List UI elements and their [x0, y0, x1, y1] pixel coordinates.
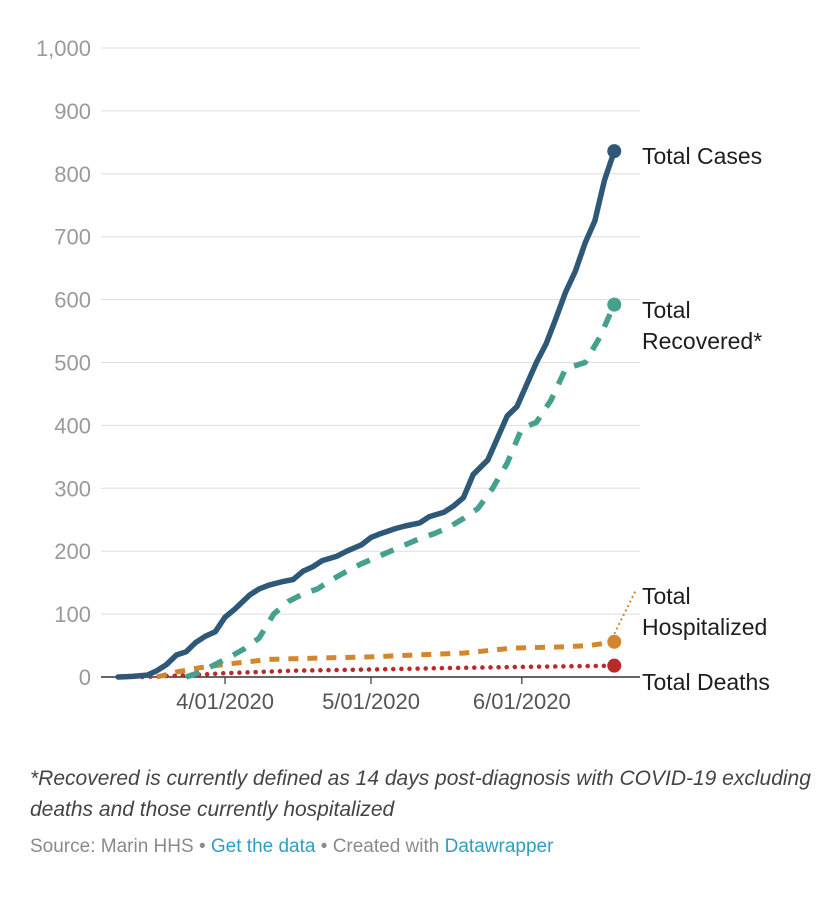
- series: [115, 144, 622, 680]
- series-label-hospitalized: Total: [642, 583, 691, 609]
- separator: •: [198, 836, 206, 857]
- series-line-deaths: [140, 663, 617, 680]
- source-line: Source: Marin HHS • Get the data • Creat…: [30, 836, 553, 858]
- series-endpoint-recovered: [607, 297, 622, 312]
- y-tick-label: 200: [54, 539, 91, 564]
- series-endpoint-hospitalized: [607, 634, 622, 649]
- source-text: Source: Marin HHS: [30, 836, 194, 857]
- y-tick-label: 600: [54, 288, 91, 313]
- series-label-cases: Total Cases: [642, 143, 762, 169]
- hospitalized-label-leader: [613, 589, 637, 635]
- separator: •: [320, 836, 328, 857]
- x-tick-label: 6/01/2020: [473, 689, 571, 714]
- series-label-hospitalized: Hospitalized: [642, 614, 767, 640]
- y-tick-label: 100: [54, 602, 91, 627]
- y-tick-label: 0: [79, 665, 91, 690]
- y-tick-label: 300: [54, 476, 91, 501]
- series-label-recovered: Total: [642, 297, 691, 323]
- get-data-link[interactable]: Get the data: [210, 836, 316, 857]
- x-tick-label: 4/01/2020: [176, 689, 274, 714]
- line-chart: 0 100 200 300 400 500 600 700 800 900 1,000 4/01/2…: [36, 36, 770, 714]
- y-axis-ticks: 0 100 200 300 400 500 600 700 800 900 1,000: [36, 36, 91, 690]
- x-axis-ticks: 4/01/2020 5/01/2020 6/01/2020: [176, 677, 571, 714]
- created-with-text: Created with: [332, 836, 440, 857]
- y-tick-label: 400: [54, 413, 91, 438]
- series-line-cases: [115, 148, 618, 680]
- series-line-recovered: [185, 303, 617, 680]
- y-tick-label: 500: [54, 351, 91, 376]
- y-tick-label: 800: [54, 162, 91, 187]
- series-line-hospitalized: [156, 639, 615, 680]
- series-label-recovered: Recovered*: [642, 328, 762, 354]
- y-tick-label: 900: [54, 99, 91, 124]
- footnote: *Recovered is currently defined as 14 da…: [30, 767, 811, 821]
- y-tick-label: 1,000: [36, 36, 91, 61]
- series-endpoint-deaths: [607, 658, 622, 673]
- datawrapper-link[interactable]: Datawrapper: [444, 836, 554, 857]
- series-endpoint-cases: [607, 144, 622, 159]
- series-labels: Total Cases Total Recovered* Total Hospitali…: [613, 143, 770, 695]
- series-label-deaths: Total Deaths: [642, 669, 770, 695]
- gridlines: [101, 47, 640, 678]
- y-tick-label: 700: [54, 225, 91, 250]
- x-tick-label: 5/01/2020: [322, 689, 420, 714]
